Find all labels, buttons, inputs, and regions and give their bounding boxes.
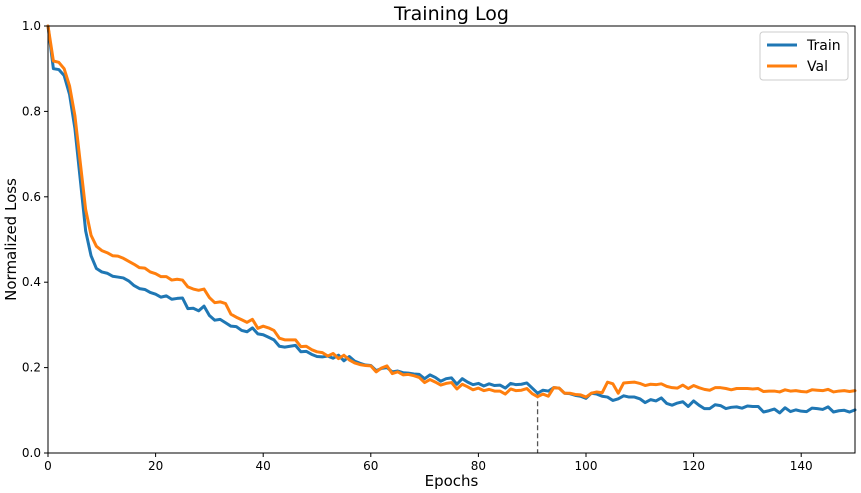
x-tick-label: 140 [790, 459, 813, 473]
x-tick-label: 40 [256, 459, 271, 473]
plot-frame [47, 25, 856, 454]
x-tick-label: 20 [148, 459, 163, 473]
series-line-val [46, 24, 857, 399]
x-tick-label: 80 [471, 459, 486, 473]
y-tick-label: 0.6 [22, 190, 41, 204]
x-tick-label: 60 [363, 459, 378, 473]
chart-title: Training Log [393, 3, 509, 25]
y-axis-label: Normalized Loss [2, 178, 20, 301]
series-line-train [46, 24, 857, 415]
y-tick-label: 0.0 [22, 446, 41, 460]
legend: Train Val [759, 31, 849, 81]
x-tick-label: 100 [575, 459, 598, 473]
y-tick-label: 1.0 [22, 19, 41, 33]
y-tick-label: 0.8 [22, 104, 41, 118]
x-tick-label: 0 [44, 459, 52, 473]
plot-area [46, 24, 857, 453]
x-axis: 0 20 40 60 80 100 120 140 [44, 453, 813, 473]
legend-train-label: Train [806, 38, 841, 54]
y-axis: 0.0 0.2 0.4 0.6 0.8 1.0 [22, 19, 48, 460]
y-tick-label: 0.2 [22, 361, 41, 375]
y-tick-label: 0.4 [22, 275, 41, 289]
legend-val-label: Val [807, 59, 828, 75]
x-tick-label: 120 [682, 459, 705, 473]
x-axis-label: Epochs [425, 472, 479, 490]
